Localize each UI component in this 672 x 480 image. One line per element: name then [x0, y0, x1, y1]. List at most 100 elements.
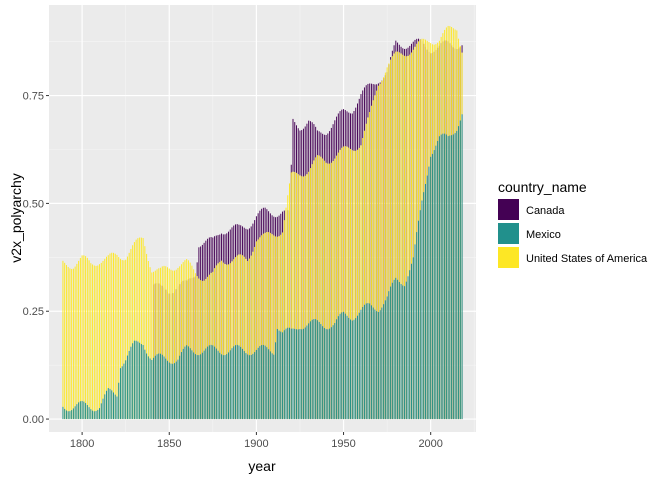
bar-mexico	[158, 353, 160, 420]
bar-united-states-of-america	[146, 253, 148, 420]
bar-united-states-of-america	[228, 264, 229, 420]
bar-united-states-of-america	[88, 260, 90, 420]
bar-mexico	[278, 330, 280, 420]
bar-united-states-of-america	[114, 253, 116, 420]
bar-mexico	[280, 331, 282, 420]
bar-mexico	[245, 353, 247, 420]
bar-mexico	[367, 303, 369, 420]
bar-mexico	[238, 345, 240, 420]
bar-united-states-of-america	[99, 264, 101, 420]
bar-mexico	[217, 350, 219, 420]
bar-united-states-of-america	[236, 255, 238, 420]
bar-united-states-of-america	[71, 268, 73, 420]
bar-mexico	[212, 345, 214, 420]
bar-united-states-of-america	[92, 264, 94, 420]
bar-mexico	[456, 130, 458, 420]
bar-united-states-of-america	[269, 232, 271, 420]
bar-mexico	[97, 409, 99, 420]
x-axis-title: year	[248, 458, 276, 474]
bar-united-states-of-america	[62, 260, 64, 420]
bar-united-states-of-america	[128, 252, 130, 420]
bar-mexico	[241, 348, 243, 420]
bar-mexico	[79, 401, 81, 420]
bar-united-states-of-america	[217, 263, 219, 420]
bars	[62, 25, 463, 420]
bar-united-states-of-america	[161, 266, 163, 420]
bar-united-states-of-america	[290, 172, 292, 420]
bar-mexico	[296, 329, 297, 420]
bar-mexico	[177, 359, 179, 420]
x-axis: 1800 1850 1900 1950 2000	[70, 432, 443, 450]
bar-united-states-of-america	[360, 145, 362, 420]
bar-united-states-of-america	[297, 174, 299, 420]
bar-united-states-of-america	[231, 261, 233, 420]
bar-mexico	[146, 353, 148, 420]
legend: country_name Canada Mexico United States…	[498, 179, 648, 268]
bar-mexico	[419, 210, 421, 420]
bar-mexico	[236, 344, 238, 420]
bar-united-states-of-america	[83, 255, 85, 420]
bar-united-states-of-america	[355, 150, 357, 420]
bar-mexico	[111, 390, 113, 420]
bar-mexico	[221, 354, 223, 420]
bar-united-states-of-america	[221, 260, 223, 420]
bar-united-states-of-america	[194, 273, 196, 420]
bar-mexico	[404, 286, 406, 420]
bar-mexico	[339, 313, 341, 420]
bar-united-states-of-america	[240, 254, 242, 420]
bar-united-states-of-america	[384, 72, 386, 420]
bar-united-states-of-america	[259, 237, 261, 420]
bar-united-states-of-america	[72, 268, 74, 420]
bar-mexico	[153, 357, 155, 420]
bar-mexico	[65, 410, 67, 420]
bar-mexico	[114, 394, 116, 420]
bar-united-states-of-america	[180, 264, 182, 420]
bar-mexico	[346, 315, 348, 420]
bar-mexico	[416, 232, 418, 420]
x-tick-label: 1850	[157, 438, 181, 450]
bar-united-states-of-america	[397, 51, 399, 420]
bar-mexico	[444, 133, 446, 420]
bar-united-states-of-america	[266, 232, 268, 420]
bar-mexico	[358, 312, 360, 420]
bar-united-states-of-america	[395, 51, 397, 420]
bar-mexico	[431, 153, 433, 420]
bar-mexico	[72, 408, 74, 420]
bar-mexico	[435, 145, 437, 420]
bar-mexico	[459, 120, 461, 420]
bar-united-states-of-america	[174, 270, 175, 420]
bar-mexico	[322, 326, 324, 420]
bar-mexico	[226, 354, 228, 420]
bar-mexico	[208, 345, 210, 420]
bar-mexico	[71, 410, 73, 420]
bar-united-states-of-america	[278, 236, 280, 420]
bar-mexico	[294, 328, 296, 420]
bar-united-states-of-america	[167, 267, 168, 420]
bar-mexico	[215, 348, 217, 420]
bar-mexico	[372, 307, 374, 420]
bar-mexico	[228, 352, 229, 420]
bar-united-states-of-america	[367, 117, 369, 420]
bar-united-states-of-america	[309, 168, 311, 420]
bar-united-states-of-america	[334, 158, 336, 420]
bar-united-states-of-america	[243, 256, 245, 420]
bar-mexico	[118, 382, 120, 420]
bar-united-states-of-america	[327, 163, 329, 420]
bar-united-states-of-america	[104, 258, 106, 420]
bar-mexico	[161, 354, 163, 420]
bar-united-states-of-america	[271, 234, 273, 420]
bar-united-states-of-america	[287, 195, 289, 420]
bar-mexico	[261, 345, 263, 420]
bar-mexico	[88, 407, 90, 420]
bar-united-states-of-america	[132, 245, 134, 420]
bar-united-states-of-america	[404, 55, 406, 420]
bar-mexico	[318, 321, 320, 420]
bar-mexico	[329, 328, 331, 420]
y-tick-label: 0.25	[23, 306, 44, 318]
bar-united-states-of-america	[289, 183, 290, 420]
bar-mexico	[191, 350, 193, 420]
bar-united-states-of-america	[280, 234, 282, 420]
bar-mexico	[207, 346, 209, 420]
bar-united-states-of-america	[262, 233, 264, 420]
legend-key-usa	[498, 247, 519, 268]
